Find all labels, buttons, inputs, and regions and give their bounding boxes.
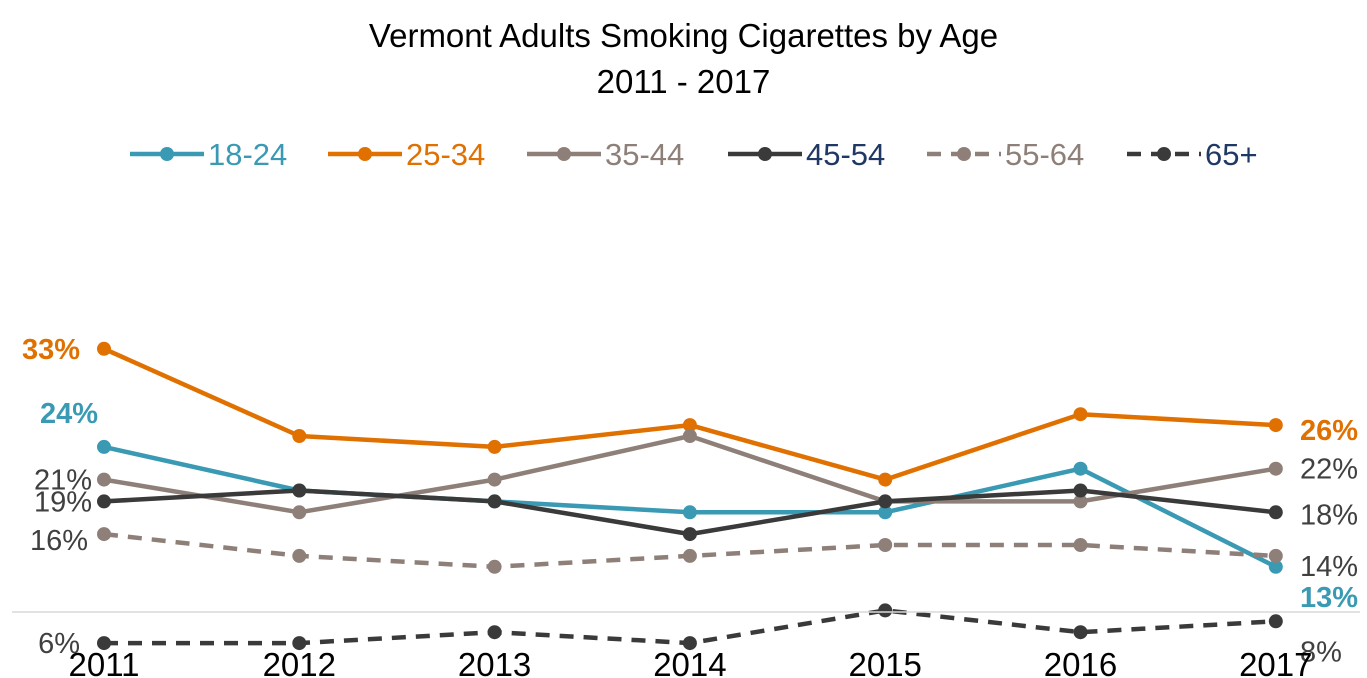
data-point bbox=[97, 494, 111, 509]
data-point bbox=[682, 429, 697, 443]
data-label-18-24-first: 24% bbox=[40, 398, 98, 430]
data-point bbox=[682, 505, 697, 520]
chart-subtitle: 2011 - 2017 bbox=[596, 63, 771, 100]
series-25-34 bbox=[97, 341, 1283, 487]
legend-label: 25-34 bbox=[406, 137, 485, 172]
data-point bbox=[1073, 625, 1088, 640]
data-point bbox=[1073, 407, 1088, 422]
plot-area: 24% 13% 33% 26% 21% 22% 19% 18% 16% 14% 6% 8% bbox=[22, 334, 1358, 669]
data-label-35-44-first: 21% bbox=[34, 465, 92, 497]
data-point bbox=[1073, 483, 1088, 498]
legend-label: 55-64 bbox=[1005, 137, 1084, 172]
data-label-45-54-first: 19% bbox=[34, 486, 92, 518]
data-point bbox=[682, 636, 697, 651]
data-point bbox=[1268, 418, 1283, 433]
data-label-65+-last: 8% bbox=[1300, 636, 1342, 668]
data-point bbox=[878, 538, 893, 552]
data-label-45-54-last: 18% bbox=[1300, 499, 1358, 531]
data-point bbox=[292, 429, 307, 443]
legend-swatch-marker bbox=[957, 147, 971, 161]
data-point bbox=[1073, 494, 1088, 509]
data-point bbox=[487, 439, 502, 454]
data-label-35-44-last: 22% bbox=[1300, 454, 1358, 486]
data-point bbox=[1268, 505, 1283, 520]
legend-label: 35-44 bbox=[605, 137, 684, 172]
data-point bbox=[878, 494, 893, 509]
x-tick-label: 2016 bbox=[1044, 646, 1117, 678]
data-label-25-34-last: 26% bbox=[1300, 415, 1358, 447]
legend-swatch-marker bbox=[358, 147, 372, 161]
legend-item-18-24: 18-24 bbox=[130, 137, 287, 172]
data-point bbox=[487, 494, 502, 509]
x-tick-label: 2017 bbox=[1239, 646, 1312, 678]
data-point bbox=[292, 636, 307, 651]
series-35-44 bbox=[97, 429, 1283, 520]
data-point bbox=[97, 439, 111, 454]
x-tick-label: 2015 bbox=[848, 646, 921, 678]
data-point bbox=[97, 472, 111, 487]
data-point bbox=[1268, 548, 1283, 563]
data-point bbox=[1268, 614, 1283, 629]
series-line bbox=[103, 346, 1276, 482]
data-point bbox=[682, 548, 697, 563]
data-label-18-24-last: 13% bbox=[1300, 582, 1358, 614]
data-point bbox=[97, 527, 111, 542]
legend-item-25-34: 25-34 bbox=[328, 137, 485, 172]
x-tick-label: 2014 bbox=[653, 646, 726, 678]
data-point bbox=[878, 472, 893, 487]
data-label-65+-first: 6% bbox=[38, 628, 80, 660]
x-tick-label: 2012 bbox=[263, 646, 336, 678]
data-label-25-34-first: 33% bbox=[22, 334, 80, 366]
data-point bbox=[878, 603, 893, 618]
legend-item-45-54: 45-54 bbox=[728, 137, 885, 172]
legend-label: 65+ bbox=[1205, 137, 1258, 172]
legend-label: 45-54 bbox=[806, 137, 885, 172]
legend-label: 18-24 bbox=[208, 137, 287, 172]
x-axis-ticks: 2011 2012 2013 2014 2015 2016 2017 bbox=[69, 646, 1313, 678]
data-point bbox=[487, 559, 502, 574]
data-point bbox=[878, 505, 893, 520]
legend-swatch-marker bbox=[160, 147, 174, 161]
data-point bbox=[487, 625, 502, 640]
data-label-55-64-last: 14% bbox=[1300, 551, 1358, 583]
series-line bbox=[103, 433, 1277, 515]
data-point bbox=[292, 548, 307, 563]
legend-item-35-44: 35-44 bbox=[527, 137, 684, 172]
chart-title: Vermont Adults Smoking Cigarettes by Age bbox=[368, 17, 999, 54]
legend-swatch-marker bbox=[557, 147, 571, 161]
legend: 18-24 25-34 35-44 45-54 55-64 65+ bbox=[130, 137, 1258, 172]
data-point bbox=[682, 418, 697, 433]
data-point bbox=[682, 527, 697, 542]
legend-item-65+: 65+ bbox=[1127, 137, 1258, 172]
series-65+ bbox=[97, 603, 1283, 651]
x-tick-label: 2013 bbox=[458, 646, 531, 678]
data-point bbox=[97, 341, 111, 356]
data-point bbox=[292, 483, 307, 498]
series-45-54 bbox=[97, 483, 1283, 542]
data-point bbox=[1268, 559, 1283, 574]
legend-swatch-marker bbox=[758, 147, 772, 161]
data-point bbox=[292, 505, 307, 520]
data-point bbox=[487, 472, 502, 487]
legend-item-55-64: 55-64 bbox=[927, 137, 1084, 172]
data-point bbox=[1073, 538, 1088, 552]
legend-swatch-marker bbox=[1157, 147, 1171, 161]
data-label-55-64-first: 16% bbox=[30, 525, 88, 557]
data-point bbox=[97, 636, 111, 651]
series-55-64 bbox=[97, 527, 1283, 574]
data-point bbox=[1073, 461, 1088, 476]
x-tick-label: 2011 bbox=[69, 646, 140, 678]
data-point bbox=[1268, 461, 1283, 476]
